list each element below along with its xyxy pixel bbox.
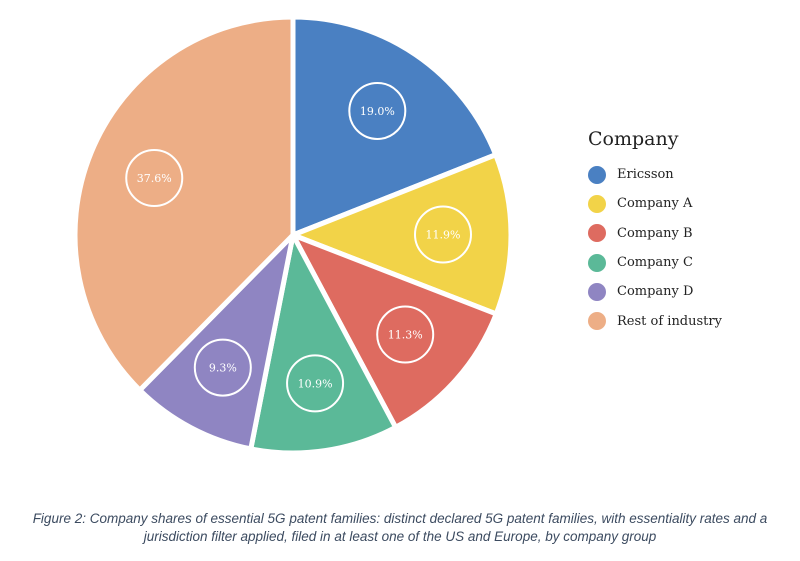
data-label: 11.9%: [426, 229, 461, 242]
data-label-ring: [286, 354, 345, 413]
legend: Company Ericsson Company A Company B Compan…: [588, 128, 722, 336]
data-label-ring: [376, 305, 435, 364]
legend-swatch: [588, 194, 606, 213]
legend-swatch: [588, 165, 606, 184]
legend-swatch: [588, 224, 606, 243]
data-label: 11.3%: [388, 329, 423, 342]
legend-label: Ericsson: [617, 167, 674, 183]
data-label-ring: [125, 149, 184, 208]
legend-item: Company B: [588, 219, 722, 248]
legend-title: Company: [588, 128, 679, 150]
legend-swatch: [588, 282, 606, 301]
pie-slice-rest-of-industry: [72, 14, 296, 393]
pie-slice-company-c: [248, 232, 399, 456]
pie-slice-company-d: [137, 232, 296, 452]
legend-item: Company A: [588, 189, 722, 218]
caption-line-1: Figure 2: Company shares of essential 5G…: [32, 511, 768, 526]
data-label-ring: [413, 205, 472, 264]
legend-item: Ericsson: [588, 160, 722, 189]
data-label: 9.3%: [209, 362, 237, 375]
pie-chart: 19.0% 11.9% 11.3% 10.9% 9.3% 37.6%: [72, 14, 514, 456]
legend-label: Company D: [617, 284, 694, 300]
caption-line-2: jurisdiction filter applied, filed in at…: [143, 529, 657, 544]
legend-label: Company C: [617, 255, 693, 271]
legend-swatch: [588, 312, 606, 331]
pie-slice-company-b: [290, 232, 499, 430]
figure-caption: Figure 2: Company shares of essential 5G…: [0, 510, 800, 546]
legend-item: Company D: [588, 277, 722, 306]
data-label: 19.0%: [360, 105, 395, 118]
data-label-ring: [348, 81, 407, 140]
legend-item: Company C: [588, 248, 722, 277]
pie-slice-ericsson: [290, 14, 499, 238]
legend-item: Rest of industry: [588, 306, 722, 335]
legend-swatch: [588, 253, 606, 272]
pie-slice-company-a: [290, 152, 514, 317]
legend-label: Company B: [617, 225, 693, 241]
data-label: 37.6%: [137, 172, 172, 185]
legend-label: Company A: [617, 196, 693, 212]
data-label: 10.9%: [298, 377, 333, 390]
data-label-ring: [193, 338, 252, 397]
legend-label: Rest of industry: [617, 313, 722, 329]
